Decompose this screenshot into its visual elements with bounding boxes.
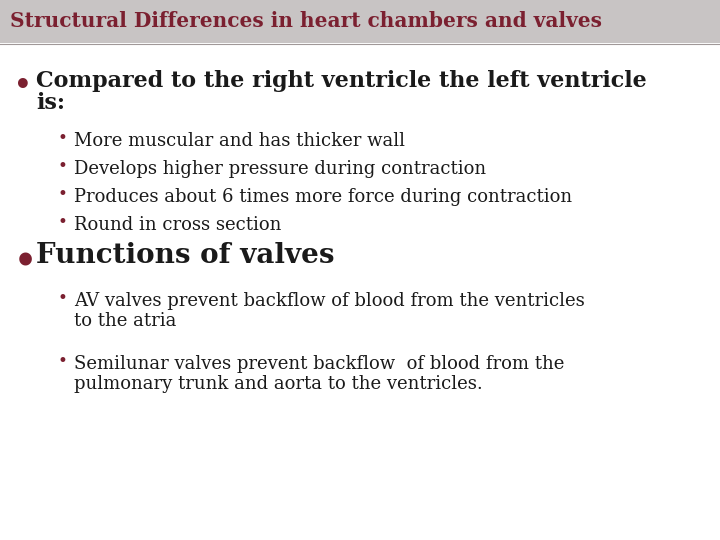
Text: •: •: [58, 130, 68, 147]
Text: Produces about 6 times more force during contraction: Produces about 6 times more force during…: [74, 188, 572, 206]
Text: •: •: [14, 72, 32, 99]
Text: •: •: [58, 214, 68, 231]
Text: •: •: [14, 245, 37, 279]
Text: to the atria: to the atria: [74, 312, 176, 330]
Bar: [0, 0, 720, 43]
Text: AV valves prevent backflow of blood from the ventricles: AV valves prevent backflow of blood from…: [74, 292, 585, 310]
Text: pulmonary trunk and aorta to the ventricles.: pulmonary trunk and aorta to the ventric…: [74, 375, 482, 393]
Text: Semilunar valves prevent backflow  of blood from the: Semilunar valves prevent backflow of blo…: [74, 355, 564, 373]
Text: •: •: [58, 186, 68, 203]
Text: •: •: [58, 158, 68, 175]
Text: More muscular and has thicker wall: More muscular and has thicker wall: [74, 132, 405, 150]
Text: •: •: [58, 353, 68, 370]
Text: Functions of valves: Functions of valves: [36, 242, 335, 269]
Text: Structural Differences in heart chambers and valves: Structural Differences in heart chambers…: [10, 11, 602, 31]
Text: Compared to the right ventricle the left ventricle: Compared to the right ventricle the left…: [36, 70, 647, 92]
Text: is:: is:: [36, 92, 65, 114]
Text: Develops higher pressure during contraction: Develops higher pressure during contract…: [74, 160, 486, 178]
Text: •: •: [58, 290, 68, 307]
Text: Round in cross section: Round in cross section: [74, 216, 282, 234]
